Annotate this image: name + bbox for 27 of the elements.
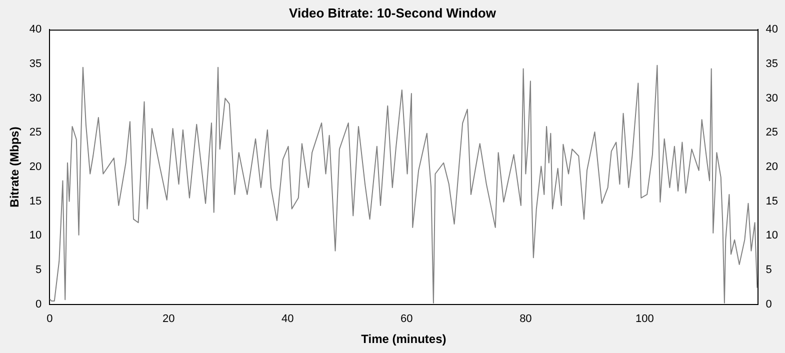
y-tick-label: 5 bbox=[36, 264, 42, 276]
chart-title: Video Bitrate: 10-Second Window bbox=[289, 5, 497, 20]
y-tick-label: 35 bbox=[29, 58, 42, 70]
x-tick-label: 80 bbox=[520, 313, 532, 326]
x-tick-label: 0 bbox=[46, 313, 53, 326]
y-tick-label: 0 bbox=[36, 298, 42, 310]
x-tick-label: 20 bbox=[162, 313, 175, 326]
y2-tick-label: 40 bbox=[766, 24, 778, 36]
y-tick-label: 20 bbox=[29, 161, 42, 174]
y-axis-title: Bitrate (Mbps) bbox=[8, 126, 22, 208]
x-axis-title: Time (minutes) bbox=[361, 332, 446, 346]
y2-tick-label: 30 bbox=[766, 92, 778, 104]
y-tick-label: 30 bbox=[29, 92, 42, 104]
y2-tick-label: 15 bbox=[766, 195, 778, 208]
y2-tick-label: 35 bbox=[766, 58, 778, 70]
y2-tick-label: 20 bbox=[766, 161, 778, 174]
x-tick-label: 60 bbox=[400, 313, 413, 326]
y2-tick-label: 10 bbox=[766, 230, 778, 242]
x-tick-label: 100 bbox=[636, 313, 654, 326]
y2-tick-label: 25 bbox=[766, 126, 778, 139]
y-tick-label: 25 bbox=[29, 126, 42, 139]
y2-tick-label: 5 bbox=[766, 264, 772, 276]
y-tick-label: 40 bbox=[29, 24, 42, 36]
y-tick-label: 10 bbox=[29, 230, 42, 242]
y2-tick-label: 0 bbox=[766, 298, 772, 310]
x-tick-label: 40 bbox=[282, 313, 294, 326]
y-tick-label: 15 bbox=[29, 195, 42, 208]
